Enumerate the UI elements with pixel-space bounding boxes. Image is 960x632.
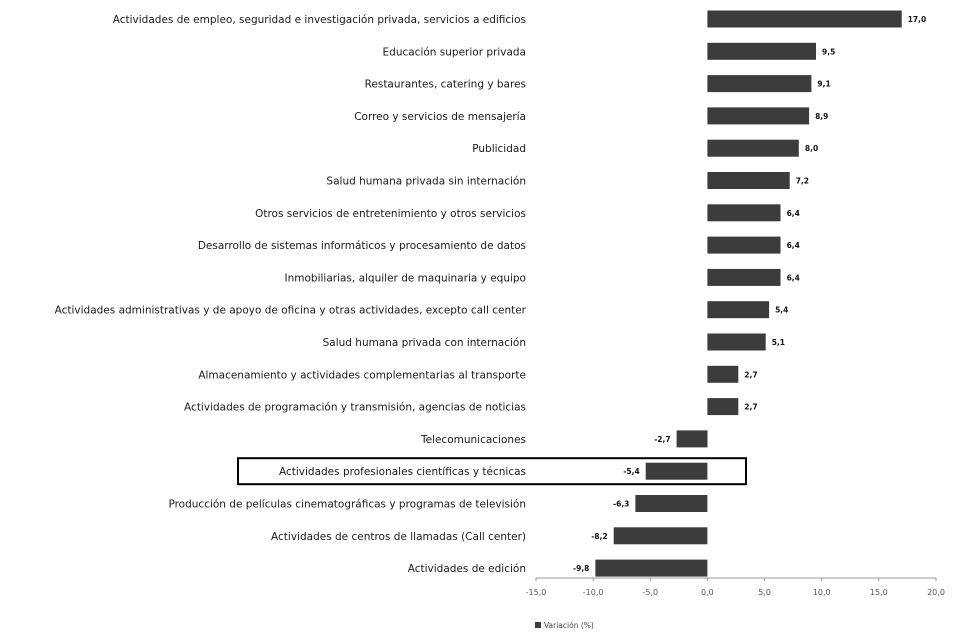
bar xyxy=(707,268,781,286)
bar xyxy=(707,398,739,416)
data-label: 7,2 xyxy=(796,177,809,186)
legend-label: Variación (%) xyxy=(544,621,594,630)
data-label: 8,0 xyxy=(805,144,818,153)
category-label: Actividades de centros de llamadas (Call… xyxy=(271,531,526,543)
category-label: Actividades de programación y transmisió… xyxy=(184,402,526,414)
data-label: -9,8 xyxy=(573,564,589,573)
bar xyxy=(707,10,902,28)
category-labels: Actividades de empleo, seguridad e inves… xyxy=(55,14,527,575)
bar xyxy=(707,365,739,383)
bar xyxy=(613,527,708,545)
bars xyxy=(595,10,902,577)
legend: Variación (%) xyxy=(535,621,594,630)
category-label: Publicidad xyxy=(472,143,526,155)
data-label: 8,9 xyxy=(815,112,828,121)
x-tick-label: -10,0 xyxy=(583,588,604,597)
bar xyxy=(707,75,812,93)
bar xyxy=(707,42,816,60)
x-tick-label: 5,0 xyxy=(758,588,771,597)
category-label: Producción de películas cinematográficas… xyxy=(168,499,526,511)
category-label: Desarrollo de sistemas informáticos y pr… xyxy=(198,240,526,252)
legend-swatch xyxy=(535,622,541,628)
x-tick-label: 20,0 xyxy=(927,588,945,597)
x-tick-label: 10,0 xyxy=(813,588,831,597)
category-label: Actividades profesionales científicas y … xyxy=(279,466,526,478)
bar xyxy=(645,462,708,480)
x-tick-label: -5,0 xyxy=(642,588,658,597)
category-label: Correo y servicios de mensajería xyxy=(354,111,526,123)
bar xyxy=(707,139,799,157)
category-label: Educación superior privada xyxy=(383,46,526,58)
bar xyxy=(707,172,790,189)
data-label: 6,4 xyxy=(787,273,800,282)
data-label: 17,0 xyxy=(908,15,927,24)
value-labels: 17,0 9,5 9,1 8,9 8,0 7,2 6,4 6,4 6,4 5,4 5,1 2,7 2,7… xyxy=(573,15,926,573)
bar xyxy=(595,559,708,577)
data-label: -2,7 xyxy=(654,435,670,444)
data-label: -8,2 xyxy=(591,532,607,541)
bar xyxy=(707,236,781,254)
data-label: 2,7 xyxy=(744,370,757,379)
bar xyxy=(707,301,770,319)
x-axis: -15,0 -10,0 -5,0 0,0 5,0 10,0 15,0 20,0 xyxy=(526,577,945,597)
data-label: 5,1 xyxy=(772,338,785,347)
x-tick-label: 15,0 xyxy=(870,588,888,597)
data-label: 6,4 xyxy=(787,241,800,250)
x-tick-label: -15,0 xyxy=(526,588,547,597)
category-label: Actividades de empleo, seguridad e inves… xyxy=(113,14,526,26)
category-label: Almacenamiento y actividades complementa… xyxy=(198,369,526,381)
category-label: Actividades de edición xyxy=(408,563,526,575)
category-label: Otros servicios de entretenimiento y otr… xyxy=(255,208,526,220)
data-label: 9,1 xyxy=(817,80,830,89)
bar xyxy=(707,333,766,351)
bar xyxy=(635,495,708,512)
data-label: 2,7 xyxy=(744,403,757,412)
bar xyxy=(707,107,810,125)
highlight-layer xyxy=(237,457,747,486)
bar xyxy=(676,430,708,448)
category-label: Salud humana privada con internación xyxy=(323,337,526,349)
highlight-box xyxy=(237,457,747,486)
data-label: -6,3 xyxy=(613,500,629,509)
category-label: Actividades administrativas y de apoyo d… xyxy=(55,305,527,317)
category-label: Salud humana privada sin internación xyxy=(326,176,526,188)
data-label: 6,4 xyxy=(787,209,800,218)
category-label: Inmobiliarias, alquiler de maquinaria y … xyxy=(285,272,527,284)
data-label: -5,4 xyxy=(623,467,639,476)
bar xyxy=(707,204,781,222)
category-label: Telecomunicaciones xyxy=(420,434,526,446)
x-tick-label: 0,0 xyxy=(701,588,714,597)
data-label: 5,4 xyxy=(775,306,788,315)
category-label: Restaurantes, catering y bares xyxy=(365,79,526,91)
data-label: 9,5 xyxy=(822,47,835,56)
